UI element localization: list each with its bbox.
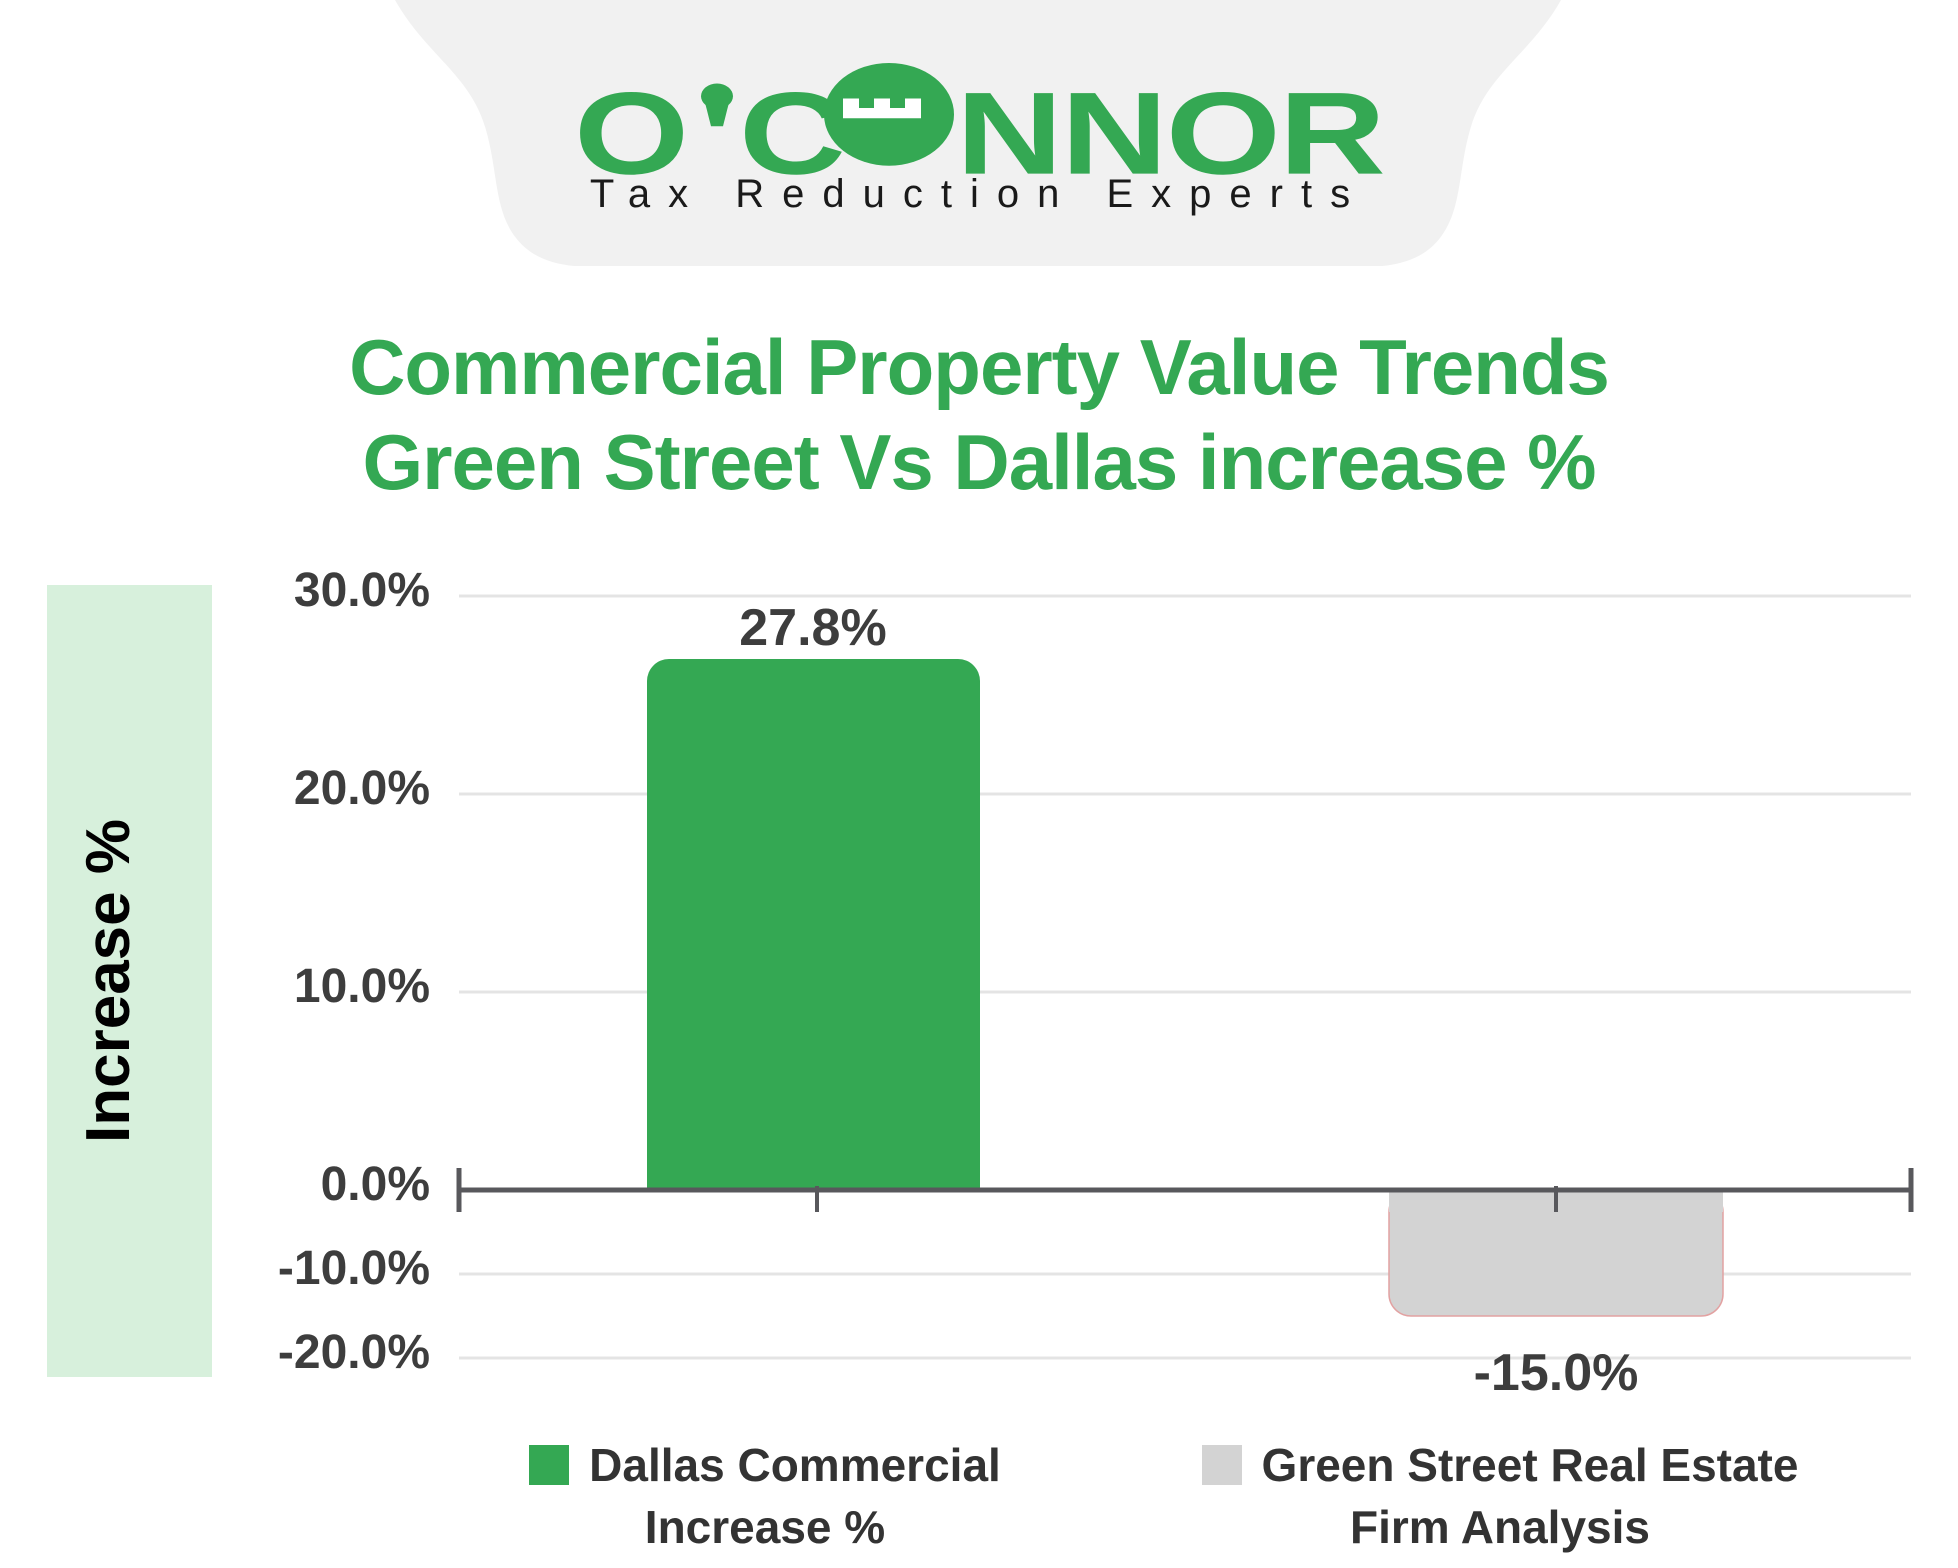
svg-text:-15.0%: -15.0% — [1474, 1344, 1639, 1402]
svg-text:27.8%: 27.8% — [739, 599, 886, 657]
svg-text:0.0%: 0.0% — [321, 1158, 430, 1211]
svg-text:-10.0%: -10.0% — [278, 1242, 430, 1295]
svg-text:30.0%: 30.0% — [294, 564, 430, 617]
svg-text:Increase %: Increase % — [74, 819, 143, 1143]
svg-text:10.0%: 10.0% — [294, 960, 430, 1013]
svg-text:-20.0%: -20.0% — [278, 1326, 430, 1379]
svg-text:20.0%: 20.0% — [294, 762, 430, 815]
